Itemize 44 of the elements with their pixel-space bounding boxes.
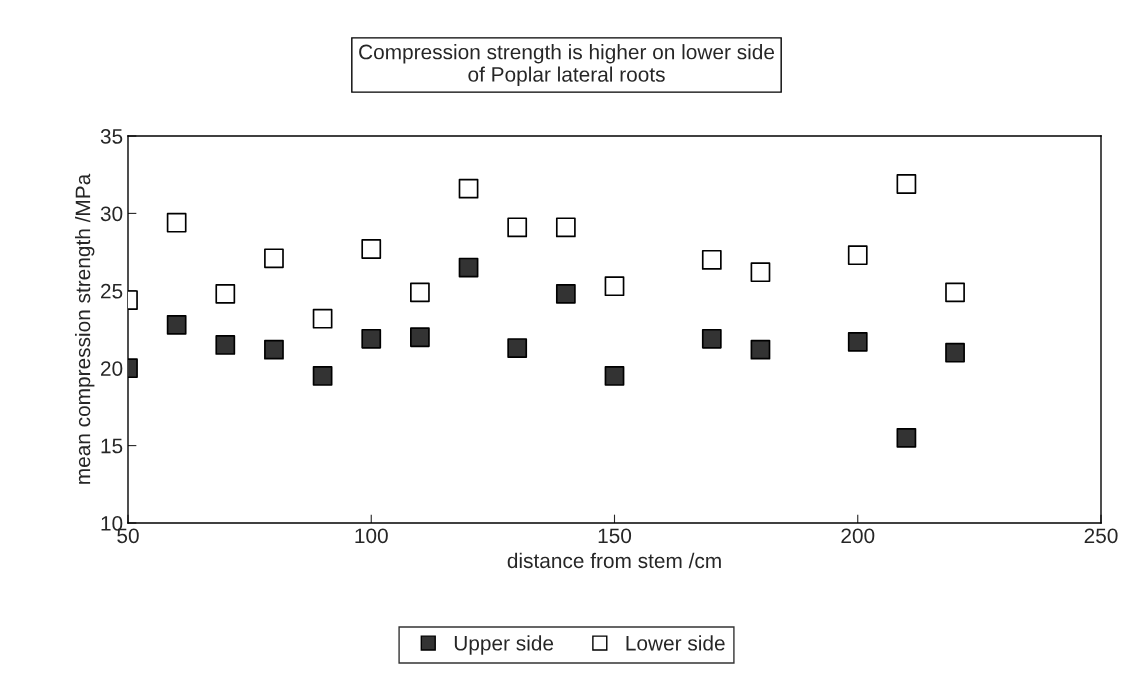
- y-tick-label: 15: [101, 438, 123, 454]
- point: [945, 342, 965, 363]
- point: [896, 174, 917, 194]
- point: [750, 262, 771, 283]
- point: [361, 239, 382, 259]
- point: [166, 314, 187, 335]
- point: [847, 331, 868, 352]
- y-tick-label: 30: [100, 206, 123, 222]
- x-tick-label: 250: [1084, 528, 1118, 544]
- point: [264, 248, 284, 269]
- point: [604, 276, 625, 297]
- point: [701, 249, 722, 270]
- point: [312, 366, 333, 386]
- point: [312, 308, 333, 329]
- point: [215, 335, 236, 355]
- legend-label: Lower side: [626, 635, 725, 651]
- point: [701, 328, 722, 349]
- point: [166, 212, 187, 233]
- point: [750, 339, 771, 360]
- point: [555, 217, 576, 238]
- point: [555, 284, 576, 304]
- point: [507, 338, 528, 358]
- point: [604, 366, 625, 386]
- point: [945, 282, 965, 303]
- x-tick-label: 150: [598, 528, 632, 544]
- y-tick-label: 25: [101, 283, 123, 299]
- point: [458, 178, 479, 199]
- y-tick-label: 20: [101, 361, 123, 376]
- point: [361, 328, 382, 349]
- point: [896, 427, 917, 448]
- chart-title: Compression strength is higher on lower side of Poplar lateral roots: [359, 44, 775, 86]
- x-axis-title: distance from stem /cm: [507, 552, 721, 569]
- y-axis-title: mean compression strength /MPa: [74, 173, 95, 484]
- point: [847, 245, 868, 266]
- point: [410, 327, 430, 348]
- point: [507, 217, 528, 238]
- x-tick-label: 200: [841, 528, 875, 544]
- y-tick-label: 35: [100, 129, 123, 144]
- point: [410, 282, 430, 303]
- point: [215, 284, 236, 304]
- legend-label: Upper side: [454, 635, 554, 655]
- point: [458, 257, 479, 278]
- x-tick-label: 100: [355, 528, 388, 544]
- point: [264, 339, 284, 360]
